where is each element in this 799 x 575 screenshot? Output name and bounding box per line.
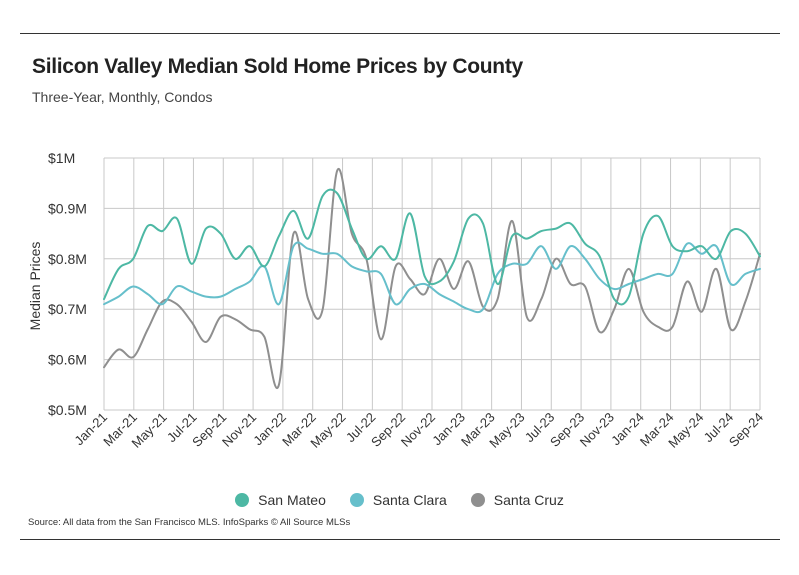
y-tick-label: $1M xyxy=(48,150,75,166)
legend-swatch xyxy=(235,493,250,507)
legend: San Mateo Santa Clara Santa Cruz xyxy=(0,492,799,508)
legend-swatch xyxy=(349,493,364,507)
y-tick-label: $0.7M xyxy=(48,301,87,317)
x-tick-label: Sep-24 xyxy=(726,410,766,450)
y-axis-label: Median Prices xyxy=(27,242,43,331)
source-note: Source: All data from the San Francisco … xyxy=(28,517,351,528)
x-tick-label: Nov-21 xyxy=(219,410,259,450)
legend-swatch xyxy=(470,493,485,507)
legend-label: San Mateo xyxy=(258,492,326,508)
legend-item-san-mateo: San Mateo xyxy=(235,492,326,508)
y-tick-label: $0.6M xyxy=(48,352,87,368)
legend-label: Santa Clara xyxy=(372,492,447,508)
chart-subtitle: Three-Year, Monthly, Condos xyxy=(32,89,213,105)
top-rule xyxy=(20,33,780,34)
y-tick-label: $0.5M xyxy=(48,402,87,418)
series-line-san-mateo xyxy=(103,188,761,306)
bottom-rule xyxy=(20,539,780,540)
x-tick-label: Nov-22 xyxy=(398,410,438,450)
x-tick-label: Nov-23 xyxy=(577,410,617,450)
y-tick-label: $0.8M xyxy=(48,251,87,267)
series-line-santa-clara xyxy=(103,241,761,314)
chart-title: Silicon Valley Median Sold Home Prices b… xyxy=(32,55,523,78)
y-tick-label: $0.9M xyxy=(48,200,87,216)
series-line-santa-cruz xyxy=(103,167,761,389)
legend-label: Santa Cruz xyxy=(493,492,564,508)
legend-item-santa-clara: Santa Clara xyxy=(349,492,447,508)
legend-item-santa-cruz: Santa Cruz xyxy=(470,492,564,508)
